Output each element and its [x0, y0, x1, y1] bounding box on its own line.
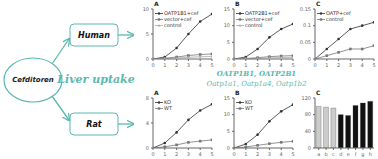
svg-text:h: h	[369, 151, 370, 157]
svg-text:4: 4	[199, 62, 202, 68]
svg-text:g: g	[361, 151, 364, 158]
svg-text:0: 0	[151, 151, 154, 157]
html-text:Oatp1a1, Oatp1a4, Oatp1b2: Oatp1a1, Oatp1a4, Oatp1b2	[206, 80, 307, 88]
svg-text:0: 0	[227, 145, 230, 151]
html-text:OATP1B1+cef: OATP1B1+cef	[164, 10, 199, 16]
svg-text:4: 4	[199, 151, 202, 157]
svg-text:2: 2	[175, 151, 178, 157]
svg-text:0.1: 0.1	[303, 22, 311, 28]
svg-text:f: f	[355, 151, 357, 157]
svg-text:40: 40	[305, 128, 311, 134]
svg-text:2: 2	[256, 151, 259, 157]
svg-text:0: 0	[308, 145, 311, 151]
svg-text:d: d	[339, 151, 342, 157]
svg-text:10: 10	[224, 22, 230, 28]
svg-text:0: 0	[146, 145, 149, 151]
svg-text:0.15: 0.15	[300, 7, 311, 12]
svg-text:80: 80	[305, 111, 311, 117]
svg-text:5: 5	[227, 128, 230, 134]
html-text:A: A	[154, 89, 159, 96]
svg-text:4: 4	[146, 120, 149, 126]
html-text:WT: WT	[164, 105, 172, 111]
html-text:C: C	[316, 89, 321, 96]
html-text:C: C	[316, 0, 321, 7]
svg-text:Human: Human	[78, 31, 110, 40]
svg-text:1: 1	[163, 151, 166, 157]
svg-text:120: 120	[301, 96, 311, 101]
svg-text:15: 15	[224, 7, 230, 12]
html-text:A: A	[154, 0, 159, 7]
svg-text:0: 0	[151, 62, 154, 68]
svg-text:10: 10	[143, 7, 149, 12]
svg-text:1: 1	[244, 62, 247, 68]
svg-text:4: 4	[280, 151, 283, 157]
svg-text:0: 0	[313, 62, 316, 68]
svg-text:0: 0	[227, 56, 230, 62]
svg-text:0: 0	[308, 56, 311, 62]
svg-text:2: 2	[256, 62, 259, 68]
svg-text:8: 8	[146, 96, 149, 101]
svg-text:3: 3	[268, 151, 271, 157]
html-text:B: B	[235, 89, 240, 96]
html-text:vector+cef: vector+cef	[245, 16, 273, 22]
svg-text:4: 4	[280, 62, 283, 68]
svg-text:1: 1	[163, 62, 166, 68]
svg-text:5: 5	[146, 31, 149, 37]
svg-text:Rat: Rat	[86, 120, 103, 129]
svg-text:3: 3	[187, 62, 190, 68]
svg-text:5: 5	[210, 151, 213, 157]
svg-text:e: e	[347, 151, 350, 157]
html-text:control: control	[164, 22, 182, 28]
html-text:OATP2B1+cef: OATP2B1+cef	[245, 10, 280, 16]
svg-text:5: 5	[291, 151, 294, 157]
svg-text:2: 2	[175, 62, 178, 68]
svg-text:4: 4	[361, 62, 364, 68]
html-text:KO: KO	[245, 99, 252, 105]
svg-text:0: 0	[232, 151, 235, 157]
html-text:B: B	[235, 0, 240, 7]
svg-text:b: b	[324, 151, 327, 157]
html-text:OATP+cef: OATP+cef	[326, 10, 351, 16]
html-text:control: control	[326, 16, 344, 22]
svg-text:c: c	[332, 151, 335, 157]
html-text:control: control	[245, 22, 263, 28]
svg-text:1: 1	[244, 151, 247, 157]
svg-text:3: 3	[187, 151, 190, 157]
svg-text:5: 5	[210, 62, 213, 68]
svg-text:0: 0	[146, 56, 149, 62]
svg-text:10: 10	[224, 111, 230, 117]
svg-text:15: 15	[224, 96, 230, 101]
svg-text:5: 5	[291, 62, 294, 68]
svg-text:Cefditoren: Cefditoren	[12, 76, 54, 84]
svg-text:3: 3	[349, 62, 352, 68]
html-text:vector+cef: vector+cef	[164, 16, 192, 22]
html-text:KO: KO	[164, 99, 171, 105]
svg-text:Liver uptake: Liver uptake	[56, 73, 134, 86]
svg-text:0.05: 0.05	[300, 39, 311, 45]
svg-text:a: a	[317, 151, 320, 157]
svg-text:0: 0	[232, 62, 235, 68]
svg-text:2: 2	[337, 62, 340, 68]
svg-text:3: 3	[268, 62, 271, 68]
svg-text:1: 1	[325, 62, 328, 68]
html-text:OATP1B1, OATP2B1: OATP1B1, OATP2B1	[216, 69, 297, 78]
svg-text:5: 5	[227, 39, 230, 45]
html-text:WT: WT	[245, 105, 253, 111]
